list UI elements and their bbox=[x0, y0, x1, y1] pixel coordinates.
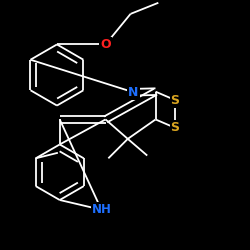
Text: S: S bbox=[170, 121, 179, 134]
Text: NH: NH bbox=[92, 203, 111, 216]
Text: S: S bbox=[170, 94, 179, 106]
Text: O: O bbox=[100, 38, 111, 51]
Text: N: N bbox=[128, 86, 138, 99]
